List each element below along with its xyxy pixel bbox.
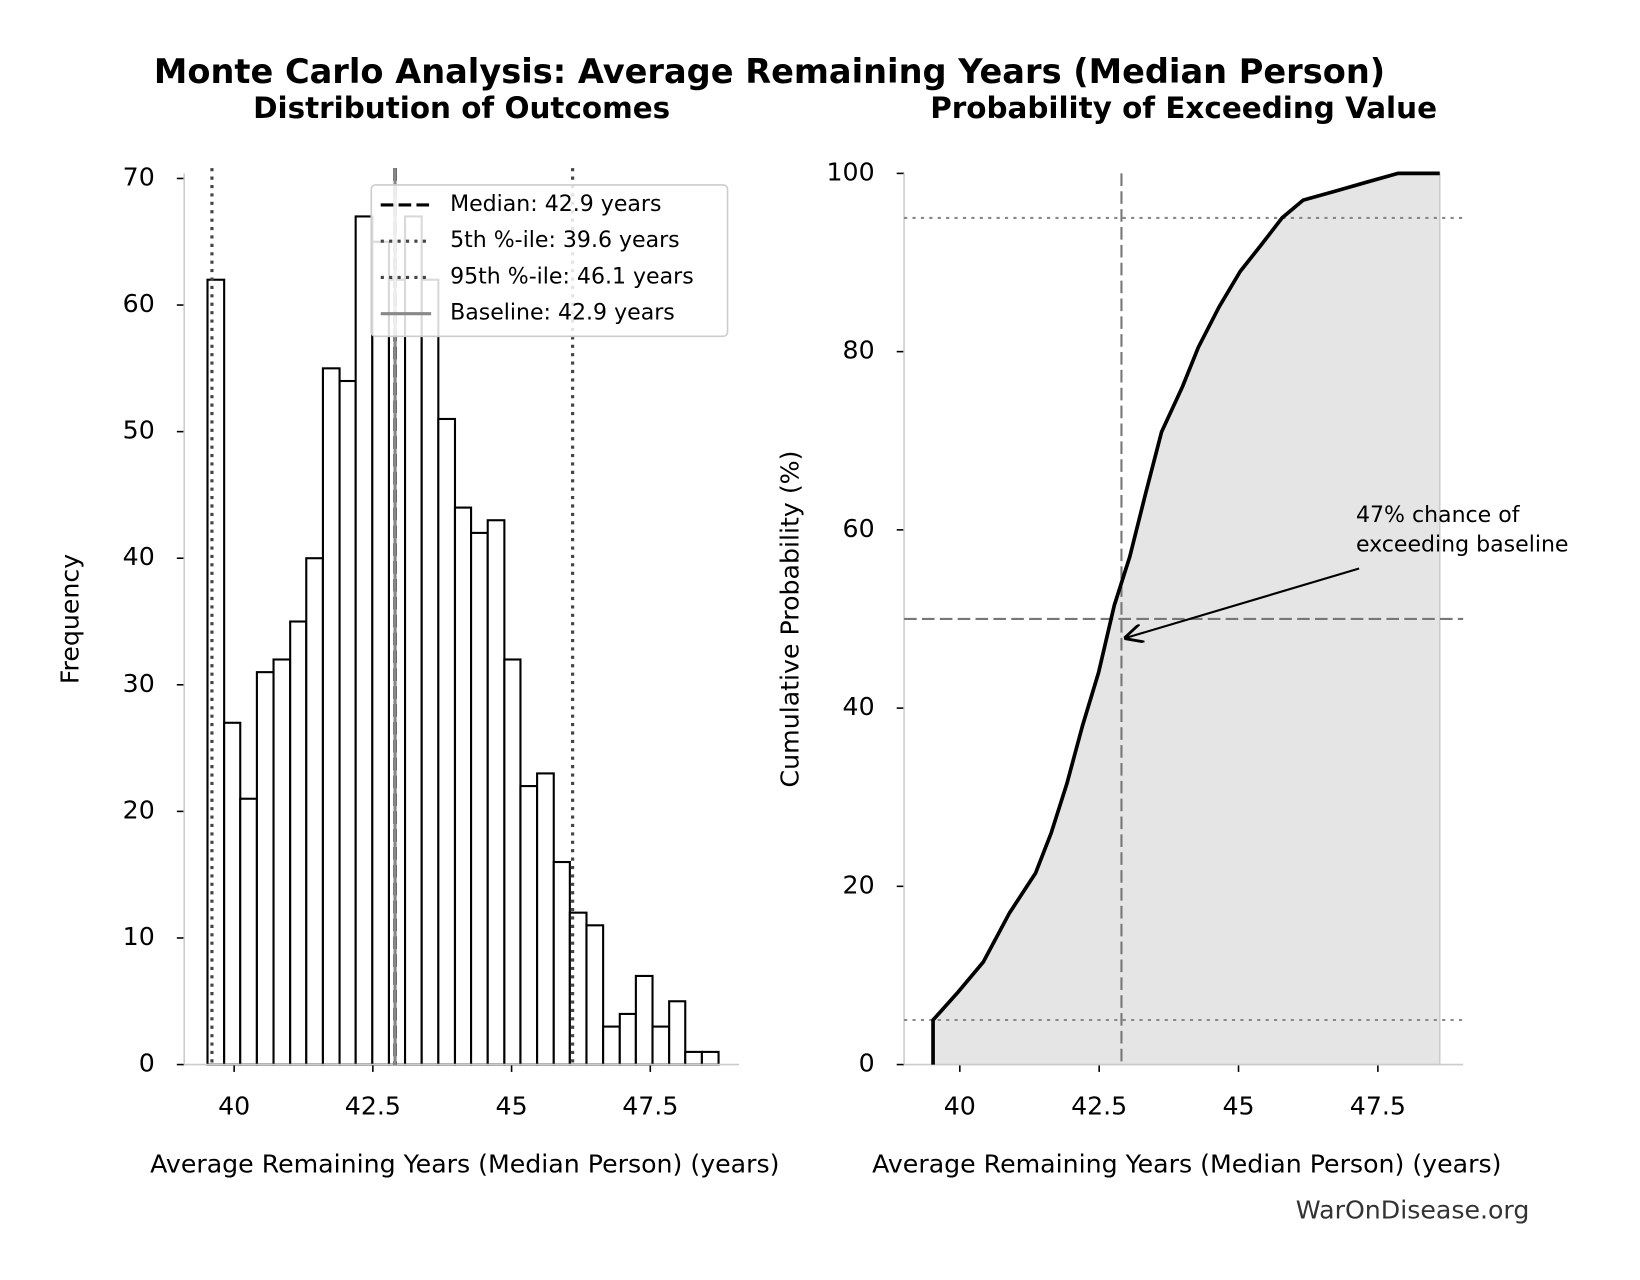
bar (272, 658, 292, 1066)
y-axis-label: Frequency (56, 554, 85, 684)
bar (420, 278, 440, 1066)
y-tick-label: 60 (123, 289, 155, 318)
bar (684, 1050, 703, 1066)
legend-label: 5th %-ile: 39.6 years (450, 228, 680, 253)
bar (239, 797, 258, 1066)
x-tick-label: 42.5 (345, 1092, 401, 1121)
y-tick-label: 30 (123, 669, 155, 698)
y-tick-label: 10 (123, 922, 155, 951)
bar (651, 1025, 671, 1066)
legend-label: Median: 42.9 years (450, 192, 661, 217)
bar (403, 215, 423, 1066)
bar (338, 379, 357, 1066)
bar (486, 519, 506, 1066)
x-axis-label: Average Remaining Years (Median Person) … (872, 1149, 1501, 1178)
x-tick-label: 45 (496, 1092, 528, 1121)
subplot-title: Probability of Exceeding Value (930, 91, 1437, 125)
y-tick-label: 40 (843, 692, 875, 721)
x-tick-label: 40 (944, 1092, 976, 1121)
bar (519, 785, 539, 1066)
bar (585, 924, 605, 1066)
x-tick-label: 47.5 (1350, 1092, 1406, 1121)
bar (354, 215, 374, 1066)
bar (618, 1012, 637, 1066)
x-tick-label: 42.5 (1071, 1092, 1127, 1121)
cdf-line (931, 171, 1440, 1065)
bar (470, 531, 489, 1066)
y-tick-label: 0 (139, 1049, 155, 1078)
bar (536, 772, 555, 1066)
bar (634, 974, 654, 1066)
subplot-title: Distribution of Outcomes (253, 91, 670, 125)
bar (371, 240, 391, 1066)
y-axis-label: Cumulative Probability (%) (776, 451, 805, 788)
y-tick-label: 60 (843, 514, 875, 543)
legend-label: Baseline: 42.9 years (450, 301, 675, 326)
bar (552, 860, 571, 1066)
x-tick-label: 47.5 (622, 1092, 678, 1121)
bar (223, 721, 242, 1066)
footer: WarOnDisease.org (1296, 1196, 1530, 1225)
legend-label: 95th %-ile: 46.1 years (450, 264, 694, 289)
figure-title: Monte Carlo Analysis: Average Remaining … (154, 52, 1385, 91)
y-tick-label: 80 (843, 336, 875, 365)
bar (289, 620, 308, 1066)
x-tick-label: 40 (218, 1092, 250, 1121)
bar (668, 1000, 687, 1066)
bar (503, 658, 522, 1066)
y-tick-label: 0 (859, 1049, 875, 1078)
y-tick-label: 20 (843, 870, 875, 899)
bar (700, 1050, 720, 1066)
bar (305, 557, 324, 1066)
y-tick-label: 50 (123, 416, 155, 445)
y-tick-label: 20 (123, 795, 155, 824)
bar (453, 506, 473, 1066)
bar (255, 671, 275, 1066)
annotation-arrow (1126, 567, 1360, 638)
annotation: exceeding baseline (1356, 532, 1569, 557)
bar (206, 278, 226, 1066)
x-axis-label: Average Remaining Years (Median Person) … (150, 1149, 779, 1178)
x-tick-label: 45 (1222, 1092, 1254, 1121)
bar (321, 367, 341, 1066)
legend (370, 184, 729, 338)
y-tick-label: 100 (827, 157, 875, 186)
bar (387, 278, 407, 1066)
bar (437, 417, 457, 1066)
y-tick-label: 40 (123, 542, 155, 571)
y-tick-label: 70 (123, 162, 155, 191)
bar (602, 1025, 621, 1066)
annotation: 47% chance of (1356, 503, 1521, 528)
